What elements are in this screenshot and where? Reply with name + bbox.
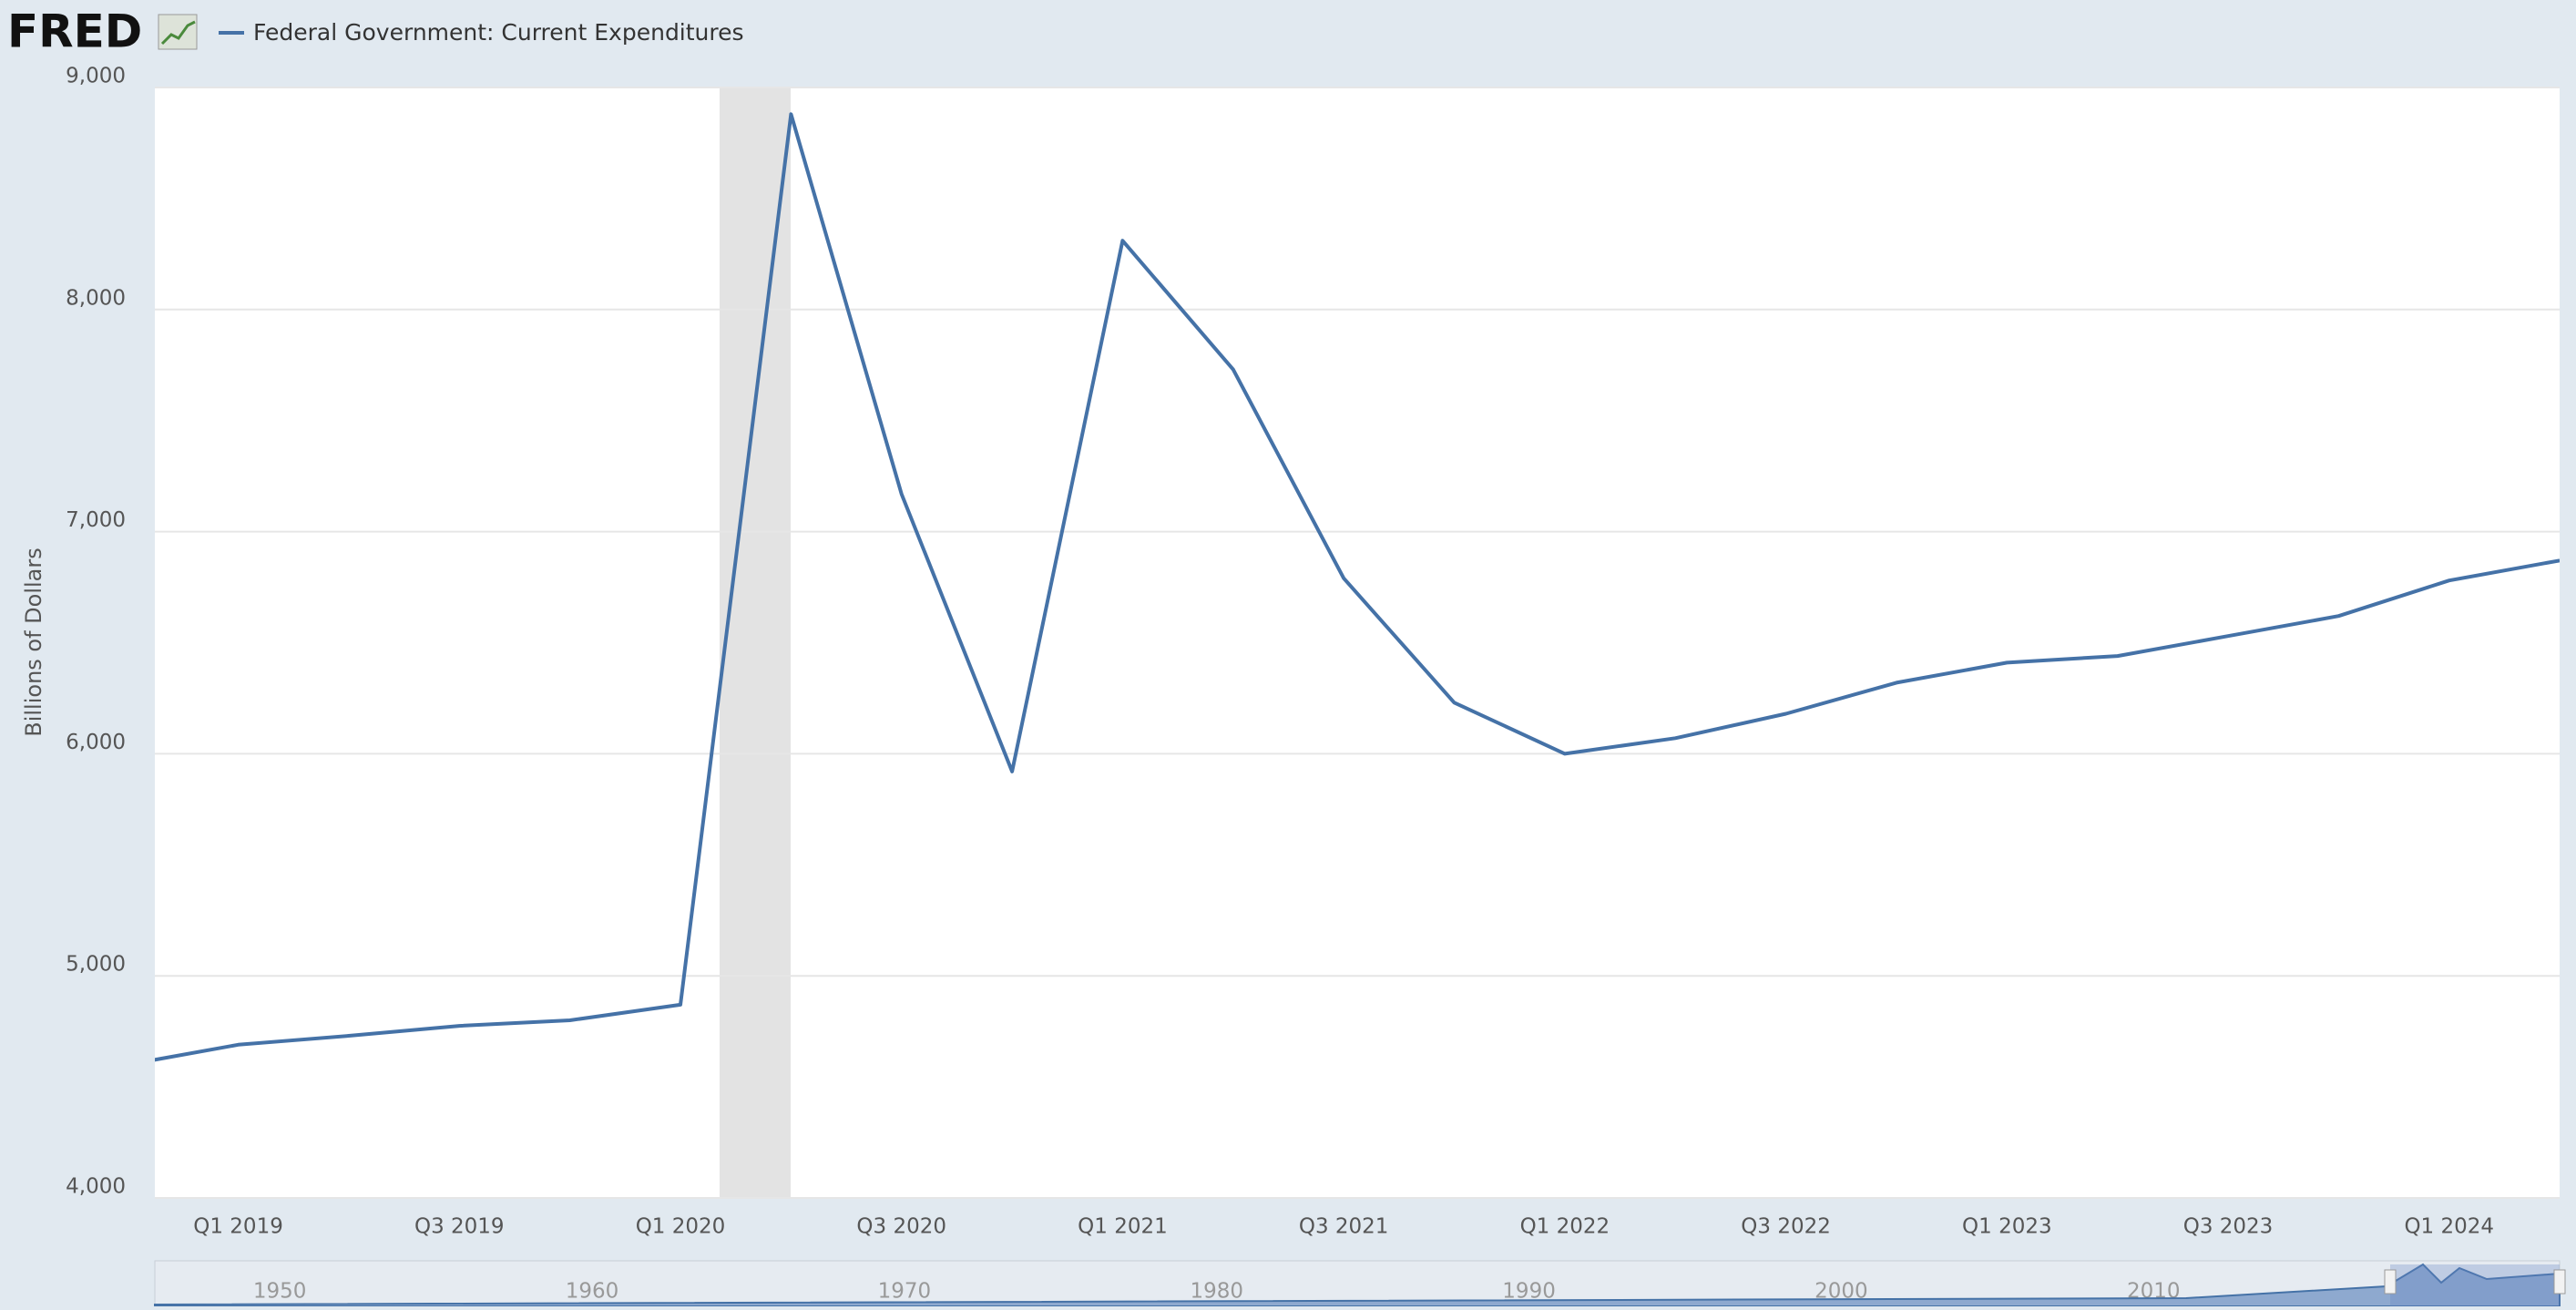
logo[interactable]: FRED [7,5,142,58]
recession-shade [720,87,791,1198]
plot-area [155,87,2560,1198]
series-line [155,112,2560,1062]
x-tick-label: Q3 2021 [1299,1215,1389,1239]
x-tick-label: Q1 2023 [1962,1215,2052,1239]
y-tick-label: 9,000 [66,65,126,88]
x-tick-label: Q3 2022 [1741,1215,1831,1239]
x-tick-label: Q1 2022 [1520,1215,1610,1239]
navigator-tick-label: 1990 [1502,1280,1556,1304]
x-tick-label: Q1 2021 [1078,1215,1168,1239]
legend-label[interactable]: Federal Government: Current Expenditures [253,19,744,46]
x-tick-label: Q3 2020 [856,1215,946,1239]
logo-icon [158,14,198,50]
navigator-handle[interactable] [2553,1269,2566,1295]
navigator-tick-label: 1970 [878,1280,932,1304]
y-tick-label: 7,000 [66,508,126,532]
navigator-window[interactable] [2390,1264,2560,1306]
navigator-tick-label: 1980 [1190,1280,1243,1304]
y-tick-label: 8,000 [66,286,126,310]
x-tick-label: Q1 2024 [2404,1215,2494,1239]
x-tick-label: Q1 2019 [193,1215,283,1239]
y-axis-label: Billions of Dollars [21,548,46,737]
navigator-tick-label: 1960 [566,1280,619,1304]
x-tick-label: Q3 2019 [414,1215,505,1239]
x-tick-label: Q1 2020 [636,1215,726,1239]
y-tick-label: 6,000 [66,731,126,754]
y-tick-label: 5,000 [66,953,126,977]
x-tick-label: Q3 2023 [2183,1215,2274,1239]
navigator-handle[interactable] [2384,1269,2397,1295]
y-tick-label: 4,000 [66,1175,126,1199]
navigator-tick-label: 1950 [253,1280,307,1304]
